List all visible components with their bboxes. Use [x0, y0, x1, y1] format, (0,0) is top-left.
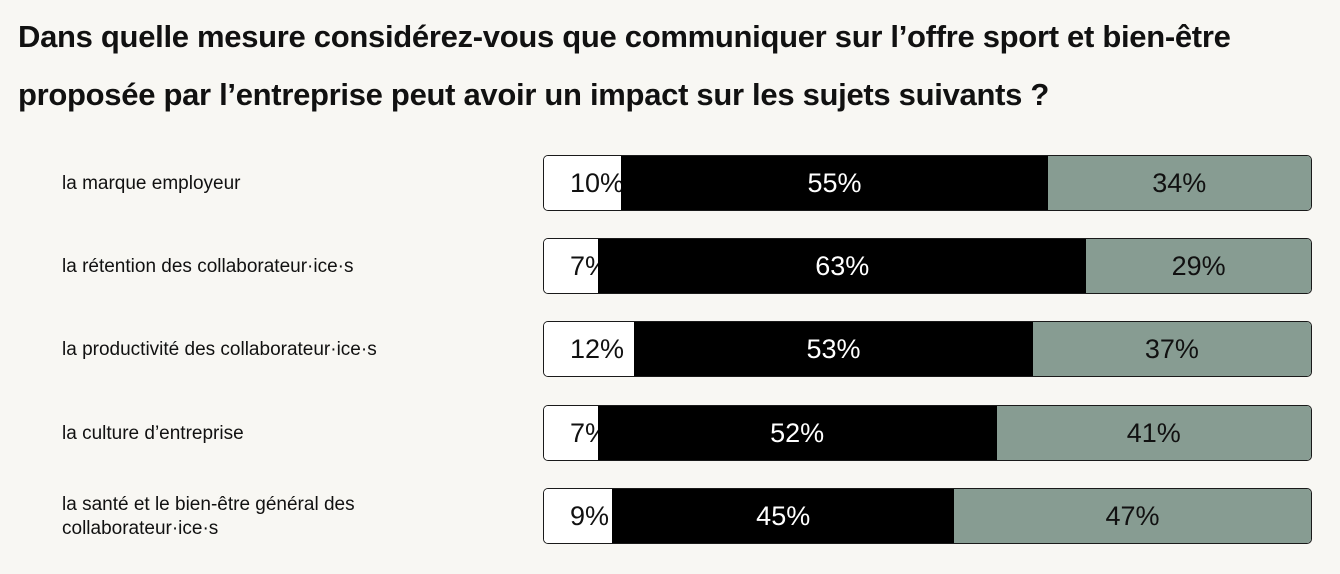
bar-segment-3: 47%: [954, 489, 1311, 543]
stacked-bar: 7% 52% 41%: [543, 405, 1312, 461]
data-label: 52%: [770, 417, 825, 448]
data-label: 45%: [756, 500, 811, 531]
data-label: 53%: [806, 333, 861, 364]
category-label: la rétention des collaborateur·ice·s: [62, 256, 354, 277]
bar-segment-3: 37%: [1032, 322, 1311, 376]
data-label: 47%: [1105, 500, 1160, 531]
bar-segment-1: 10%: [544, 156, 625, 210]
bar-segment-1: 7%: [544, 239, 609, 293]
data-label: 55%: [807, 167, 862, 198]
bar-segment-2: 55%: [621, 156, 1048, 210]
stacked-bar: 9% 45% 47%: [543, 488, 1312, 544]
data-label: 12%: [570, 333, 625, 364]
bar-segment-3: 41%: [996, 406, 1311, 460]
chart-row: la productivité des collaborateur·ice·s 1…: [0, 321, 1340, 379]
bar-segment-3: 29%: [1086, 239, 1311, 293]
bar-segment-1: 9%: [544, 489, 613, 543]
category-label: la marque employeur: [62, 173, 241, 194]
data-label: 41%: [1126, 417, 1181, 448]
stacked-bar: 12% 53% 37%: [543, 321, 1312, 377]
chart-row: la marque employeur 10% 55% 34%: [0, 155, 1340, 213]
bar-segment-2: 45%: [612, 489, 955, 543]
data-label: 34%: [1152, 167, 1207, 198]
chart-title: Dans quelle mesure considérez-vous que c…: [18, 19, 1231, 112]
data-label: 10%: [570, 167, 625, 198]
chart-row: la rétention des collaborateur·ice·s 7% 63…: [0, 238, 1340, 296]
bar-segment-1: 7%: [544, 406, 609, 460]
stacked-bar: 10% 55% 34%: [543, 155, 1312, 211]
data-label: 37%: [1144, 333, 1199, 364]
bar-segment-3: 34%: [1047, 156, 1311, 210]
bar-segment-2: 53%: [634, 322, 1033, 376]
category-label: la culture d’entreprise: [62, 423, 244, 444]
stacked-bar: 7% 63% 29%: [543, 238, 1312, 294]
chart-row: la culture d’entreprise 7% 52% 41%: [0, 405, 1340, 463]
category-label: la productivité des collaborateur·ice·s: [62, 339, 377, 360]
bar-segment-1: 12%: [544, 322, 635, 376]
chart-row: la santé et le bien-être général des col…: [0, 488, 1340, 546]
bar-segment-2: 52%: [597, 406, 997, 460]
data-label: 9%: [570, 500, 610, 531]
data-label: 63%: [815, 250, 870, 281]
bar-segment-2: 63%: [598, 239, 1087, 293]
data-label: 29%: [1171, 250, 1226, 281]
category-label: la santé et le bien-être général des col…: [62, 494, 355, 539]
